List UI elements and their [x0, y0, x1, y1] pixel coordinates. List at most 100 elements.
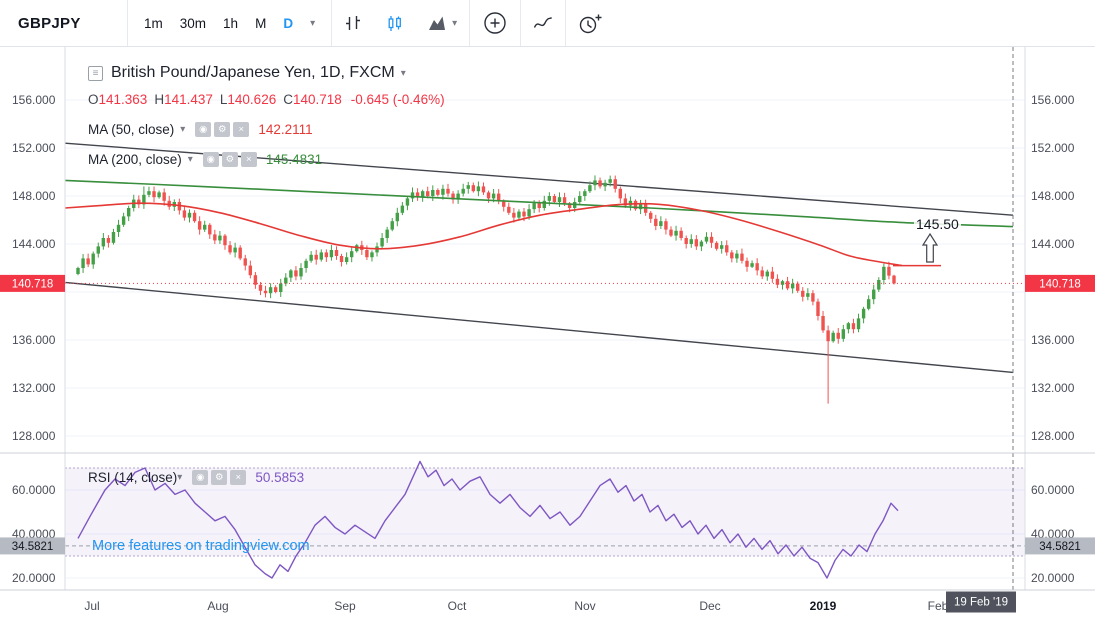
candle-body [111, 232, 116, 243]
toolbar-separator [127, 0, 128, 46]
candle-body [121, 216, 126, 225]
candle-body [892, 275, 896, 284]
main-pane[interactable] [65, 142, 1014, 404]
ma50-label[interactable]: MA (50, close) [88, 121, 175, 137]
candle-body [446, 188, 450, 194]
candle-body [887, 266, 891, 276]
chart-title[interactable]: British Pound/Japanese Yen, 1D, FXCM [111, 64, 395, 81]
chevron-down-icon[interactable]: ▾ [400, 67, 406, 79]
candle-body [248, 265, 253, 276]
candle-body [588, 185, 592, 192]
eye-icon[interactable]: ◉ [202, 151, 219, 167]
candle-body [532, 203, 536, 210]
price-axis-label-left: 132.000 [12, 381, 56, 395]
gear-icon[interactable]: ⚙ [214, 121, 231, 137]
candle-body [299, 268, 303, 277]
time-axis-label: Jul [84, 599, 99, 613]
tradingview-watermark-link[interactable]: More features on tradingview.com [92, 538, 310, 554]
candle-body [431, 190, 435, 196]
eye-icon[interactable]: ◉ [192, 469, 209, 485]
last-price-badge-right-text: 140.718 [1039, 278, 1081, 290]
last-price-badge-left [0, 274, 65, 292]
rsi-axis-label-left: 60.0000 [12, 483, 56, 497]
candle-body [872, 289, 876, 300]
candle-body [218, 235, 222, 241]
indicator-buttons: ◉ ⚙ × [200, 151, 257, 167]
candle-body [567, 203, 572, 208]
legend-grip-icon[interactable]: ≡ [88, 65, 103, 81]
candle-body [603, 182, 607, 187]
gear-icon[interactable]: ⚙ [221, 151, 238, 167]
interval-1m[interactable]: 1m [144, 15, 163, 31]
candle-body [664, 221, 668, 230]
last-price-badge-right [1025, 274, 1095, 292]
candle-body [162, 192, 166, 201]
rsi-axis-label-right: 20.0000 [1031, 571, 1075, 585]
ma200-label[interactable]: MA (200, close) [88, 151, 182, 167]
compare-plus-icon[interactable] [470, 0, 520, 46]
ma200-line[interactable] [65, 179, 1014, 228]
candle-body [197, 221, 202, 230]
alert-clock-icon[interactable] [566, 0, 615, 46]
price-axis-label-right: 152.000 [1031, 141, 1075, 155]
rsi-line[interactable] [77, 460, 899, 579]
chevron-down-icon[interactable]: ▾ [187, 153, 193, 165]
chevron-down-icon[interactable]: ▾ [452, 17, 458, 29]
rsi-level-badge-right-text: 34.5821 [1039, 541, 1081, 553]
candle-body [243, 258, 247, 266]
close-icon[interactable]: × [230, 469, 247, 485]
price-axis-label-left: 128.000 [12, 429, 56, 443]
candle-body [689, 239, 693, 244]
bars-icon[interactable] [332, 0, 374, 46]
chart-title-row: ≡ British Pound/Japanese Yen, 1D, FXCM ▾ [88, 62, 445, 84]
area-chart-icon[interactable]: ▾ [416, 0, 469, 46]
candle-body [187, 212, 192, 218]
gear-icon[interactable]: ⚙ [211, 469, 228, 485]
price-axis-label-left: 152.000 [12, 141, 56, 155]
ma50-line[interactable] [65, 202, 903, 267]
candle-body [811, 293, 815, 302]
candle-body [861, 308, 866, 319]
candle-body [476, 186, 481, 192]
interval-D[interactable]: D [283, 15, 294, 31]
candle-body [583, 191, 587, 196]
candle-body [126, 208, 131, 217]
rsi-label[interactable]: RSI (14, close) [88, 469, 178, 485]
close-icon[interactable]: × [240, 151, 257, 167]
candle-body [730, 252, 734, 259]
chevron-down-icon[interactable]: ▾ [180, 123, 186, 135]
candle-body [745, 260, 749, 267]
ohlc-open-value: 141.363 [98, 91, 148, 107]
symbol-name[interactable]: GBPJPY [18, 14, 81, 32]
close-icon[interactable]: × [233, 121, 250, 137]
rsi-legend: RSI (14, close) ▾ ◉ ⚙ × 50.5853 [88, 466, 304, 488]
candle-body [806, 293, 810, 297]
candle-body [790, 283, 795, 289]
candle-body [466, 185, 470, 189]
price-target-annotation[interactable]: 145.50 [914, 216, 961, 232]
trend-line[interactable] [65, 281, 1014, 374]
change-value: -0.645 (-0.46%) [350, 91, 445, 107]
chevron-down-icon[interactable]: ▾ [310, 17, 316, 29]
candle-body [709, 236, 714, 243]
candle-body [801, 290, 805, 297]
interval-M[interactable]: M [255, 15, 267, 31]
candle-body [238, 247, 242, 259]
time-axis-label: Nov [574, 599, 595, 613]
candle-body [517, 211, 521, 218]
chevron-down-icon[interactable]: ▾ [177, 471, 183, 483]
candle-body [780, 281, 785, 285]
ohlc-high-key: H [154, 91, 165, 107]
up-arrow-annotation[interactable] [921, 232, 939, 263]
indicator-buttons: ◉ ⚙ × [192, 121, 250, 137]
ohlc-open-key: O [88, 91, 99, 107]
interval-30m[interactable]: 30m [179, 15, 207, 31]
trend-line-icon[interactable] [521, 0, 565, 46]
eye-icon[interactable]: ◉ [195, 121, 212, 137]
candle-body [770, 271, 775, 279]
rsi-value: 50.5853 [255, 469, 305, 485]
interval-1h[interactable]: 1h [223, 15, 239, 31]
candle-body [349, 251, 354, 258]
candles-icon[interactable] [374, 0, 416, 46]
